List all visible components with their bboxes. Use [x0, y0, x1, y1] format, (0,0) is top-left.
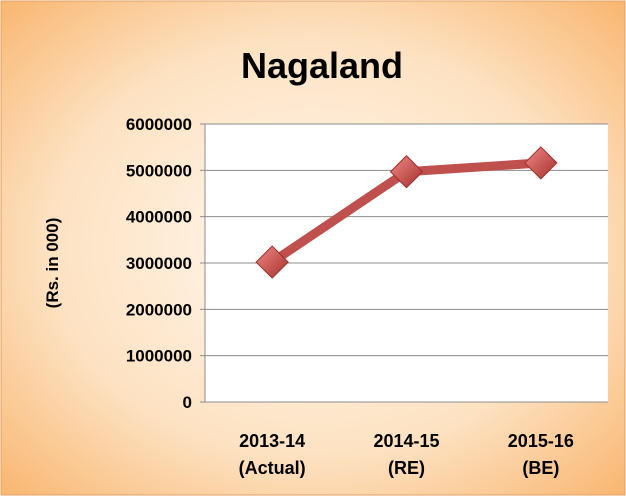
chart-title: Nagaland: [241, 45, 403, 86]
x-tick-label: 2015-16 (BE): [508, 431, 574, 478]
y-axis-label: (Rs. in 000): [43, 218, 62, 309]
marker: [524, 146, 558, 180]
y-tick-label: 4000000: [126, 208, 192, 227]
y-tick-label: 6000000: [126, 115, 192, 134]
x-tick-label: 2014-15 (RE): [373, 431, 439, 478]
y-tick-label: 3000000: [126, 254, 192, 273]
x-tick-label: 2013-14 (Actual): [239, 431, 306, 478]
y-tick-label: 2000000: [126, 300, 192, 319]
y-tick-label: 5000000: [126, 161, 192, 180]
y-tick-label: 1000000: [126, 347, 192, 366]
marker: [389, 155, 424, 189]
marker: [255, 245, 289, 279]
y-tick-label: 0: [183, 393, 192, 412]
